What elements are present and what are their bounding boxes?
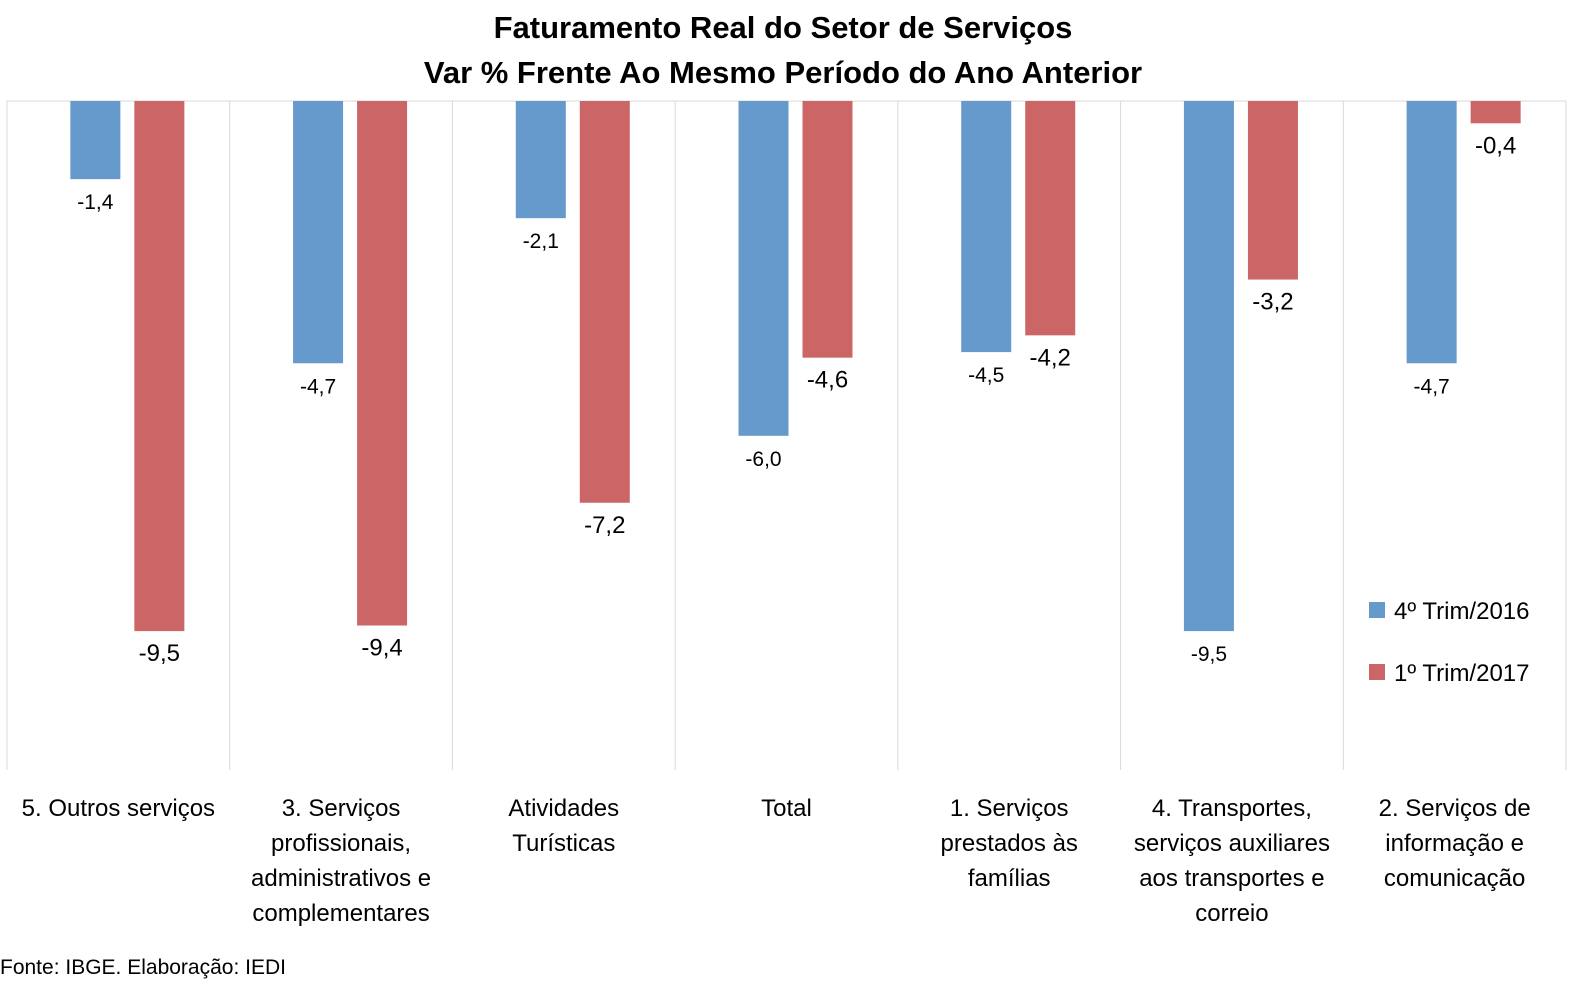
legend-swatch: [1369, 664, 1385, 680]
category-label: administrativos e: [251, 865, 431, 892]
category-label: prestados às: [941, 830, 1078, 857]
category-label: informação e: [1385, 830, 1524, 857]
data-label: -2,1: [523, 230, 559, 253]
bar-series1: [293, 101, 344, 364]
category-label: 4. Transportes,: [1152, 795, 1312, 822]
bar-series1: [738, 101, 789, 436]
bar-series2: [134, 101, 185, 632]
data-label: -6,0: [745, 448, 781, 471]
category-label: 2. Serviços de: [1379, 795, 1531, 822]
bar-series1: [1406, 101, 1457, 364]
bar-series1: [515, 101, 566, 219]
bar-series1: [70, 101, 121, 180]
data-label: -9,5: [1191, 643, 1227, 666]
chart-title: Faturamento Real do Setor de Serviços: [494, 10, 1073, 45]
data-label: -4,7: [300, 375, 336, 398]
bar-series2: [1470, 101, 1521, 124]
category-label: Atividades: [508, 795, 619, 822]
plot-area: -1,4 -9,5 -4,7 -9,4 -2,1 -7,2 -6,0 -4,6 -4,5 -4,2…: [6, 100, 1567, 770]
data-label: -0,4: [1475, 132, 1516, 159]
bar-series2: [1247, 101, 1298, 280]
data-label: -7,2: [584, 512, 625, 539]
data-label: -1,4: [77, 191, 114, 214]
legend-swatch: [1369, 602, 1385, 618]
legend-label: 4º Trim/2016: [1394, 598, 1530, 625]
category-label: Turísticas: [512, 830, 615, 857]
category-labels: 5. Outros serviços 3. Serviços profissiona…: [22, 795, 1531, 927]
category-label: 3. Serviços: [282, 795, 401, 822]
category-label: serviços auxiliares: [1134, 830, 1330, 857]
bar-series2: [357, 101, 408, 626]
category-label: Total: [761, 795, 812, 822]
category-label: 5. Outros serviços: [22, 795, 215, 822]
category-label: profissionais,: [271, 830, 411, 857]
category-label: comunicação: [1384, 865, 1525, 892]
data-label: -4,5: [968, 364, 1004, 387]
bar-series2: [1025, 101, 1076, 336]
bar-series1: [961, 101, 1012, 353]
bar-series2: [579, 101, 630, 503]
legend-label: 1º Trim/2017: [1394, 660, 1530, 687]
category-label: famílias: [968, 865, 1051, 892]
category-label: 1. Serviços: [950, 795, 1069, 822]
chart-subtitle: Var % Frente Ao Mesmo Período do Ano Ant…: [424, 55, 1142, 90]
data-label: -9,5: [139, 640, 180, 667]
data-label: -4,7: [1414, 375, 1450, 398]
data-label: -9,4: [361, 635, 402, 662]
bar-series2: [802, 101, 853, 358]
data-label: -4,6: [807, 367, 848, 394]
bar-series1: [1183, 101, 1234, 632]
category-label: aos transportes e: [1139, 865, 1324, 892]
legend: 4º Trim/2016 1º Trim/2017: [1369, 598, 1530, 687]
source-note: Fonte: IBGE. Elaboração: IEDI: [0, 956, 286, 979]
data-label: -4,2: [1030, 344, 1071, 371]
category-label: complementares: [252, 900, 429, 927]
data-label: -3,2: [1252, 289, 1293, 316]
category-label: correio: [1195, 900, 1268, 927]
